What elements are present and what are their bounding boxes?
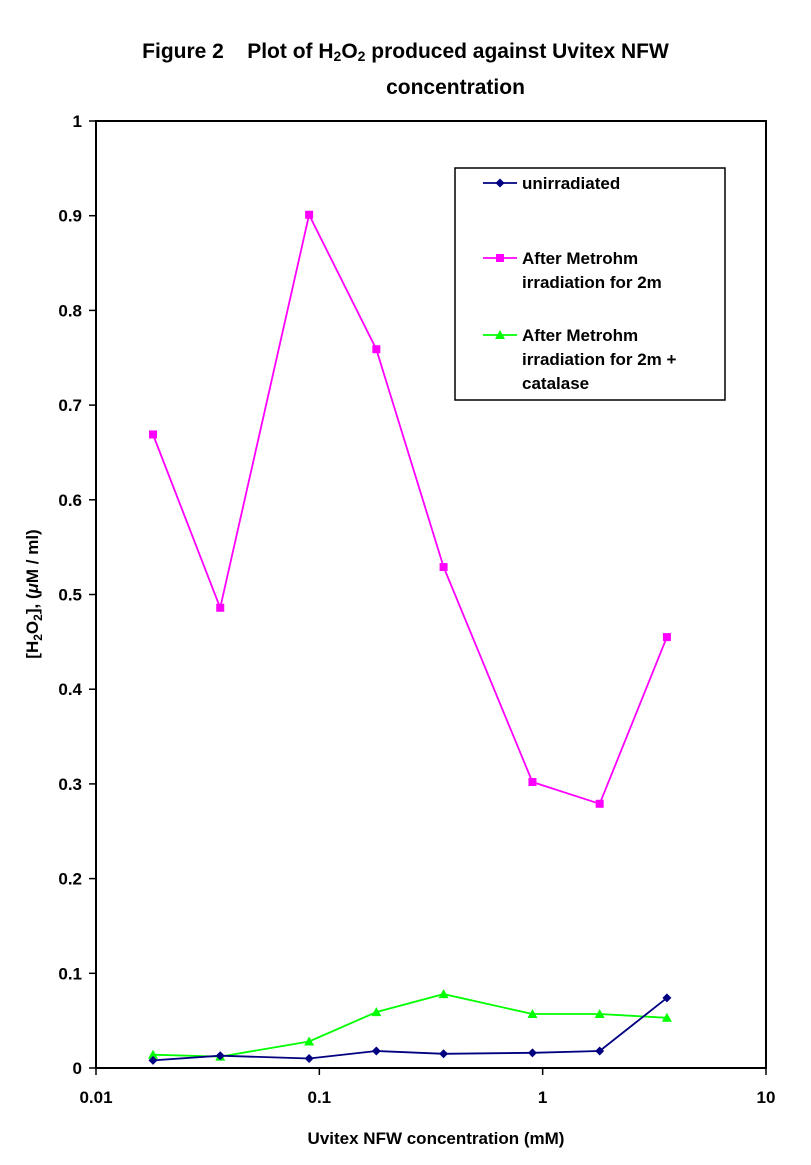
data-point	[215, 1051, 225, 1061]
y-tick-label: 0.8	[58, 301, 82, 320]
series-3	[148, 989, 672, 1061]
y-axis-title: [H2O2], (μM / ml)	[23, 529, 45, 658]
data-point	[305, 210, 314, 219]
legend-label: irradiation for 2m +	[522, 350, 677, 369]
chart-title-line2: concentration	[386, 76, 525, 99]
data-point	[148, 1049, 159, 1059]
legend-item-3: After Metrohm irradiation for 2m + catalas…	[483, 326, 677, 393]
y-tick-label: 0.6	[58, 491, 82, 510]
y-tick-label: 0.4	[58, 680, 82, 699]
data-point	[216, 603, 225, 612]
legend-label: catalase	[522, 374, 589, 393]
data-point	[371, 1007, 382, 1017]
y-tick-label: 0	[73, 1059, 82, 1078]
legend-marker	[496, 254, 504, 262]
y-tick-label: 1	[73, 112, 82, 131]
x-axis-ticks: 0.01 0.1 1 10	[79, 1068, 775, 1107]
data-point	[304, 1054, 314, 1064]
data-point	[148, 1055, 158, 1065]
x-tick-label: 0.01	[79, 1088, 112, 1107]
chart-title: Figure 2 Plot of H2O2 produced against U…	[0, 36, 811, 103]
legend-label: unirradiated	[522, 174, 620, 193]
legend: unirradiated After Metrohm irradiation for…	[454, 167, 726, 401]
y-tick-label: 0.3	[58, 775, 82, 794]
data-point	[149, 430, 158, 439]
data-point	[528, 778, 537, 787]
y-tick-label: 0.1	[58, 964, 82, 983]
legend-items: unirradiated After Metrohm irradiation for…	[483, 174, 677, 393]
y-tick-label: 0.5	[58, 586, 82, 605]
series-line	[152, 212, 668, 805]
legend-item-2: After Metrohm irradiation for 2m	[483, 249, 662, 292]
x-tick-label: 1	[538, 1088, 547, 1107]
chart-title-line1: Figure 2 Plot of H2O2 produced against U…	[142, 40, 669, 64]
data-point	[372, 345, 381, 354]
data-point	[662, 633, 671, 642]
data-point	[438, 989, 449, 999]
legend-marker	[495, 178, 505, 188]
y-axis-ticks: 0 0.1 0.2 0.3 0.4 0.5 0.6 0.7 0.8 0.9 1	[58, 112, 96, 1078]
y-tick-label: 0.2	[58, 870, 82, 889]
data-point	[594, 1009, 605, 1019]
data-point	[662, 993, 672, 1003]
data-point	[527, 1048, 537, 1058]
x-tick-label: 0.1	[308, 1088, 332, 1107]
data-point	[595, 799, 604, 808]
legend-label: irradiation for 2m	[522, 273, 662, 292]
data-point	[304, 1036, 315, 1046]
legend-box	[454, 167, 726, 401]
data-point	[439, 1049, 449, 1059]
data-point	[661, 1012, 672, 1022]
x-tick-label: 10	[757, 1088, 776, 1107]
data-point	[371, 1046, 381, 1056]
data-point	[527, 1009, 538, 1019]
legend-label: After Metrohm	[522, 249, 638, 268]
legend-label: After Metrohm	[522, 326, 638, 345]
legend-marker	[495, 330, 505, 339]
data-point	[595, 1046, 605, 1056]
series-1	[148, 993, 672, 1065]
legend-item-1: unirradiated	[483, 174, 620, 193]
y-tick-label: 0.7	[58, 396, 82, 415]
x-axis-title: Uvitex NFW concentration (mM)	[308, 1129, 565, 1148]
series-line	[152, 993, 667, 1058]
series-layer	[148, 210, 672, 1065]
series-line	[152, 997, 668, 1062]
series-2	[149, 210, 671, 808]
data-point	[439, 563, 448, 572]
y-tick-label: 0.9	[58, 207, 82, 226]
